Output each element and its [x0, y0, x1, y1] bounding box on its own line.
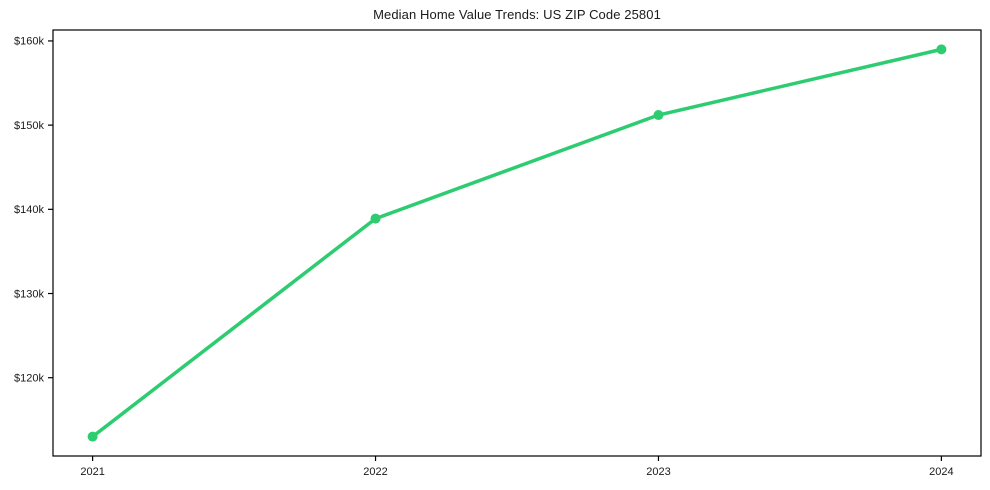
y-tick-label: $140k [14, 204, 44, 216]
data-point-marker [87, 431, 98, 442]
x-tick-label: 2024 [929, 466, 953, 478]
data-point-marker [936, 44, 947, 55]
x-tick-label: 2023 [646, 466, 670, 478]
x-tick-label: 2022 [363, 466, 387, 478]
data-point-marker [370, 213, 381, 224]
chart-title: Median Home Value Trends: US ZIP Code 25… [373, 7, 661, 22]
x-tick-label: 2021 [80, 466, 104, 478]
y-tick-label: $120k [14, 372, 44, 384]
data-point-marker [653, 110, 664, 121]
line-series [90, 47, 944, 439]
y-tick-label: $160k [14, 36, 44, 48]
y-tick-label: $130k [14, 288, 44, 300]
y-tick-label: $150k [14, 120, 44, 132]
axes-border [52, 29, 982, 457]
